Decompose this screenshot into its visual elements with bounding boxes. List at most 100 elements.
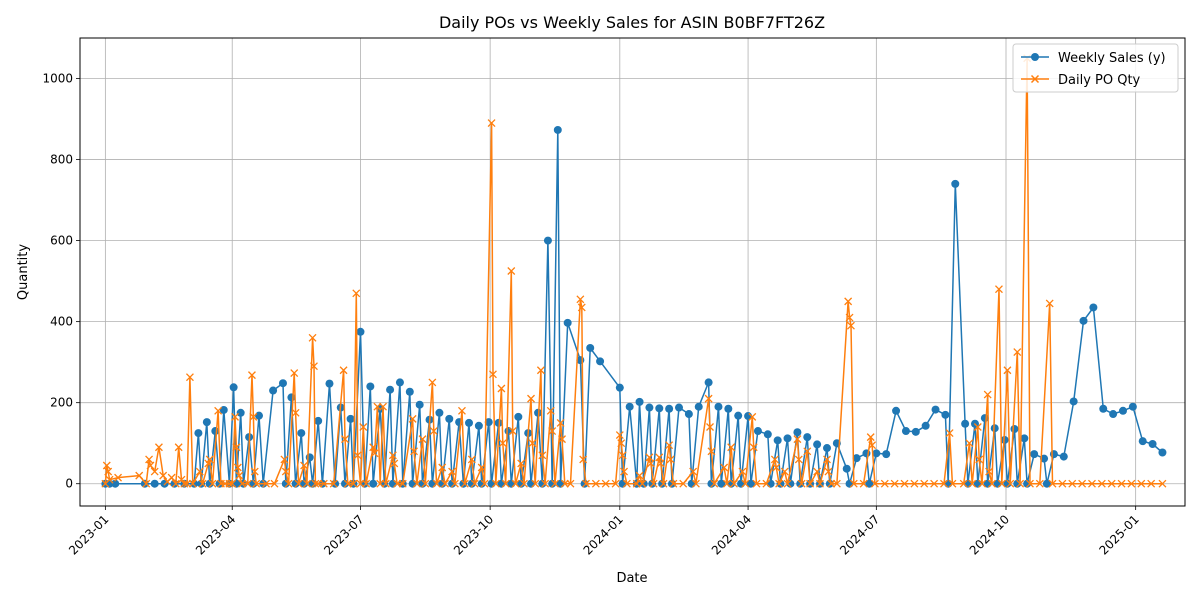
data-point xyxy=(146,461,155,470)
data-point xyxy=(520,479,528,488)
data-point xyxy=(501,479,510,488)
data-point xyxy=(360,479,369,488)
data-point xyxy=(667,479,676,488)
data-point xyxy=(159,471,168,480)
data-point xyxy=(684,410,693,419)
data-point xyxy=(435,408,444,417)
data-point xyxy=(842,464,851,473)
data-point xyxy=(517,459,526,468)
data-point xyxy=(1058,479,1067,488)
data-point xyxy=(948,479,957,488)
data-point xyxy=(1006,479,1015,488)
data-point xyxy=(560,479,569,488)
data-point xyxy=(706,423,714,431)
data-point xyxy=(441,479,450,488)
data-point xyxy=(543,236,552,245)
data-point xyxy=(1117,479,1126,488)
data-point xyxy=(961,419,970,428)
data-point xyxy=(827,479,836,488)
data-point xyxy=(762,479,771,488)
data-point xyxy=(438,463,447,472)
data-point xyxy=(615,431,624,440)
data-point xyxy=(494,418,503,427)
data-point xyxy=(527,479,536,488)
data-point xyxy=(504,427,513,436)
data-point xyxy=(649,479,658,488)
data-point xyxy=(388,479,397,488)
data-point xyxy=(591,479,600,488)
data-point xyxy=(959,479,968,488)
data-point xyxy=(366,382,375,391)
data-point xyxy=(965,439,974,448)
data-point xyxy=(356,327,365,336)
data-point xyxy=(772,463,781,472)
data-point xyxy=(997,479,1006,488)
data-point xyxy=(308,479,317,488)
data-point xyxy=(195,467,204,476)
data-point xyxy=(281,467,290,476)
legend-box xyxy=(1012,43,1179,93)
data-point xyxy=(489,370,497,379)
data-point xyxy=(310,362,318,371)
data-point xyxy=(618,451,627,460)
data-point xyxy=(793,428,802,437)
data-point xyxy=(582,479,590,488)
data-point xyxy=(1128,402,1137,411)
data-point xyxy=(983,390,992,399)
data-point xyxy=(369,443,378,452)
data-point xyxy=(428,479,437,488)
data-point xyxy=(920,479,929,488)
data-point xyxy=(727,443,736,452)
data-point xyxy=(1088,479,1096,488)
data-point xyxy=(717,479,726,488)
data-point xyxy=(1059,452,1068,461)
data-point xyxy=(1013,479,1022,488)
data-point xyxy=(450,479,459,488)
legend: Weekly Sales (y) Daily PO Qty xyxy=(1012,43,1179,93)
data-point xyxy=(470,479,479,488)
data-point xyxy=(349,479,358,488)
data-point xyxy=(1137,479,1146,488)
series-daily-po xyxy=(101,54,1167,488)
data-point xyxy=(930,479,939,488)
data-point xyxy=(763,430,772,439)
data-point xyxy=(231,412,239,421)
data-point xyxy=(497,384,506,393)
data-point xyxy=(538,451,547,460)
data-point xyxy=(704,394,713,403)
data-point xyxy=(645,403,654,412)
data-point xyxy=(174,443,183,452)
data-point xyxy=(329,479,338,488)
data-point xyxy=(238,479,247,488)
data-point xyxy=(183,479,192,488)
data-point xyxy=(393,479,402,488)
data-point xyxy=(369,479,378,488)
series-layer xyxy=(101,54,1167,488)
data-point xyxy=(467,455,476,464)
data-point xyxy=(477,463,486,472)
data-point xyxy=(305,453,314,462)
data-point xyxy=(638,479,647,488)
chart-title: Daily POs vs Weekly Sales for ASIN B0BF7… xyxy=(439,13,825,32)
data-point xyxy=(373,402,382,411)
data-point xyxy=(665,404,674,413)
data-point xyxy=(921,421,930,430)
data-point xyxy=(646,459,655,468)
data-point xyxy=(847,321,855,330)
data-point xyxy=(541,479,550,488)
data-point xyxy=(675,403,684,412)
data-point xyxy=(707,447,716,456)
data-point xyxy=(290,369,299,378)
data-point xyxy=(343,479,352,488)
data-point xyxy=(783,479,792,488)
data-point xyxy=(910,479,919,488)
data-point xyxy=(844,297,853,306)
data-point xyxy=(780,467,789,476)
data-point xyxy=(611,479,620,488)
data-point xyxy=(331,479,340,488)
data-point xyxy=(734,411,743,420)
data-point xyxy=(386,385,395,394)
data-point xyxy=(250,467,259,476)
